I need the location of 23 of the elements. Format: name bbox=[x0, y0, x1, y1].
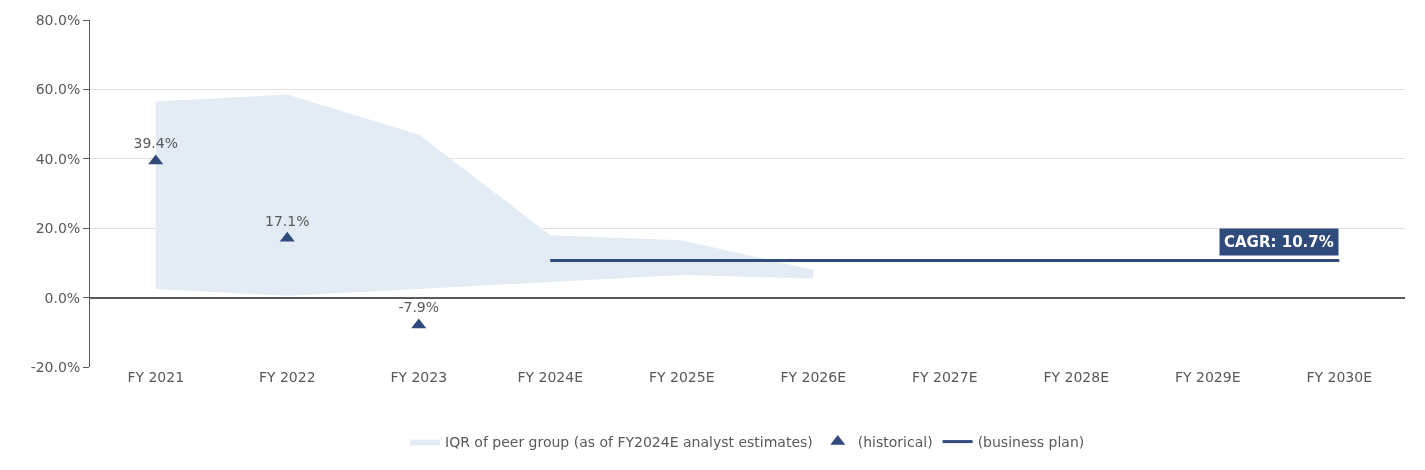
legend-label: IQR of peer group (as of FY2024E analyst estimates) bbox=[445, 434, 813, 451]
x-tick-label: FY 2028E bbox=[1043, 369, 1110, 385]
x-tick-label: FY 2021 bbox=[127, 369, 185, 385]
annotation: CAGR: 10.7% bbox=[1224, 233, 1334, 251]
legend-label: (business plan) bbox=[977, 434, 1085, 451]
y-tick-label: 80.0% bbox=[35, 11, 81, 28]
data-label: -7.9% bbox=[398, 299, 440, 316]
y-tick-label: 0.0% bbox=[44, 289, 81, 306]
x-tick-label: FY 2023 bbox=[390, 369, 448, 385]
x-tick-label: FY 2022 bbox=[258, 369, 316, 385]
x-tick-label: FY 2026E bbox=[780, 369, 847, 385]
y-tick-label: -20.0% bbox=[30, 358, 81, 375]
x-tick-label: FY 2030E bbox=[1306, 369, 1373, 385]
y-tick-label: 60.0% bbox=[35, 81, 81, 98]
x-tick-label: FY 2029E bbox=[1174, 369, 1241, 385]
x-tick-label: FY 2024E bbox=[517, 369, 584, 385]
y-tick-label: 40.0% bbox=[35, 150, 81, 167]
data-label: 39.4% bbox=[133, 135, 178, 152]
y-tick-label: 20.0% bbox=[35, 220, 81, 237]
x-tick-label: FY 2025E bbox=[648, 369, 715, 385]
data-label: 17.1% bbox=[265, 212, 310, 229]
legend-label: (historical) bbox=[857, 434, 933, 451]
x-tick-label: FY 2027E bbox=[911, 369, 978, 385]
